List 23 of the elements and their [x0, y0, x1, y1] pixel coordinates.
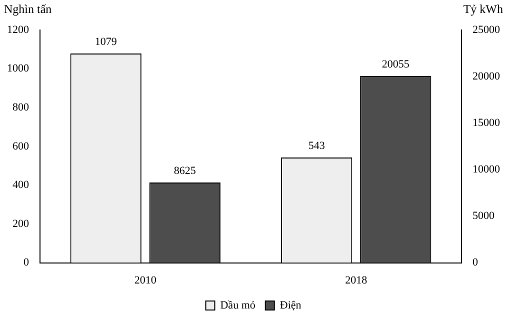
y-tick-label: 0 — [24, 256, 30, 269]
y2-tick-label: 0 — [472, 256, 478, 269]
data-label: 20055 — [382, 58, 410, 70]
y2-tick-label: 15000 — [472, 117, 500, 130]
x-tick-label: 2010 — [134, 274, 157, 286]
y-tick-label: 800 — [12, 101, 30, 114]
data-label: 1079 — [94, 36, 118, 48]
y-tick-label: 400 — [12, 179, 30, 192]
y2-tick-label: 5000 — [472, 210, 495, 222]
y-tick-label: 600 — [12, 140, 30, 152]
y-tick-label: 1200 — [7, 24, 30, 36]
legend-label: Dầu mỏ — [220, 299, 256, 312]
y-tick-label: 200 — [12, 218, 30, 230]
data-label: 543 — [308, 140, 326, 152]
y2-tick-label: 20000 — [472, 70, 500, 82]
y2-tick-label: 10000 — [472, 164, 500, 176]
y2-tick-label: 25000 — [472, 24, 500, 36]
y-axis-title: Nghìn tấn — [4, 2, 52, 16]
y2-axis-title: Tỷ kWh — [463, 2, 503, 16]
data-label: 8625 — [174, 164, 196, 177]
y-tick-label: 1000 — [7, 62, 30, 75]
x-tick-label: 2018 — [345, 274, 368, 286]
legend-label: Điện — [280, 299, 302, 312]
